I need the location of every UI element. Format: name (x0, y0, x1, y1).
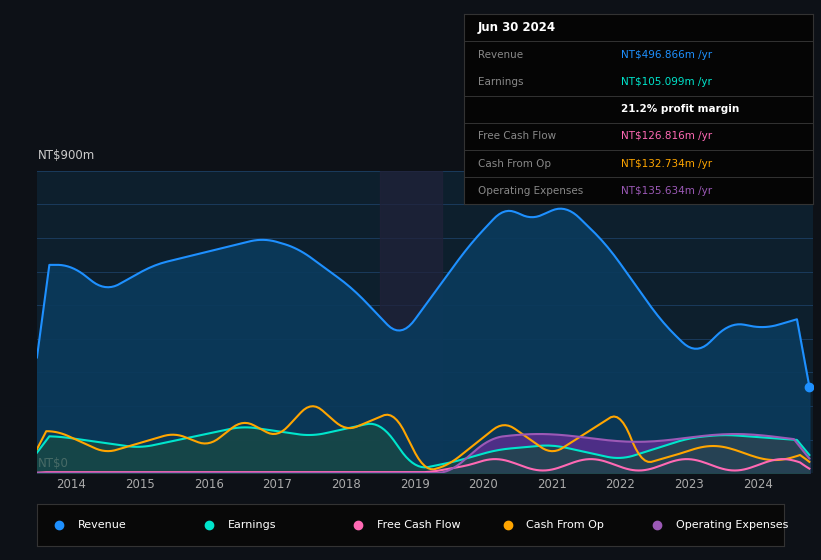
Text: NT$900m: NT$900m (38, 149, 95, 162)
Text: NT$126.816m /yr: NT$126.816m /yr (621, 132, 712, 141)
Text: Earnings: Earnings (227, 520, 276, 530)
Text: Operating Expenses: Operating Expenses (676, 520, 788, 530)
Text: 21.2% profit margin: 21.2% profit margin (621, 104, 739, 114)
Text: Cash From Op: Cash From Op (478, 158, 551, 169)
Text: Cash From Op: Cash From Op (526, 520, 604, 530)
Text: Jun 30 2024: Jun 30 2024 (478, 21, 556, 34)
Text: NT$105.099m /yr: NT$105.099m /yr (621, 77, 712, 87)
Text: Free Cash Flow: Free Cash Flow (377, 520, 461, 530)
Text: NT$0: NT$0 (38, 457, 69, 470)
Bar (380, 171, 442, 473)
Text: NT$496.866m /yr: NT$496.866m /yr (621, 50, 712, 60)
Text: Revenue: Revenue (478, 50, 523, 60)
Text: NT$135.634m /yr: NT$135.634m /yr (621, 186, 712, 196)
Text: Free Cash Flow: Free Cash Flow (478, 132, 556, 141)
Text: Revenue: Revenue (78, 520, 126, 530)
Text: NT$132.734m /yr: NT$132.734m /yr (621, 158, 712, 169)
Text: Operating Expenses: Operating Expenses (478, 186, 583, 196)
Text: Earnings: Earnings (478, 77, 523, 87)
